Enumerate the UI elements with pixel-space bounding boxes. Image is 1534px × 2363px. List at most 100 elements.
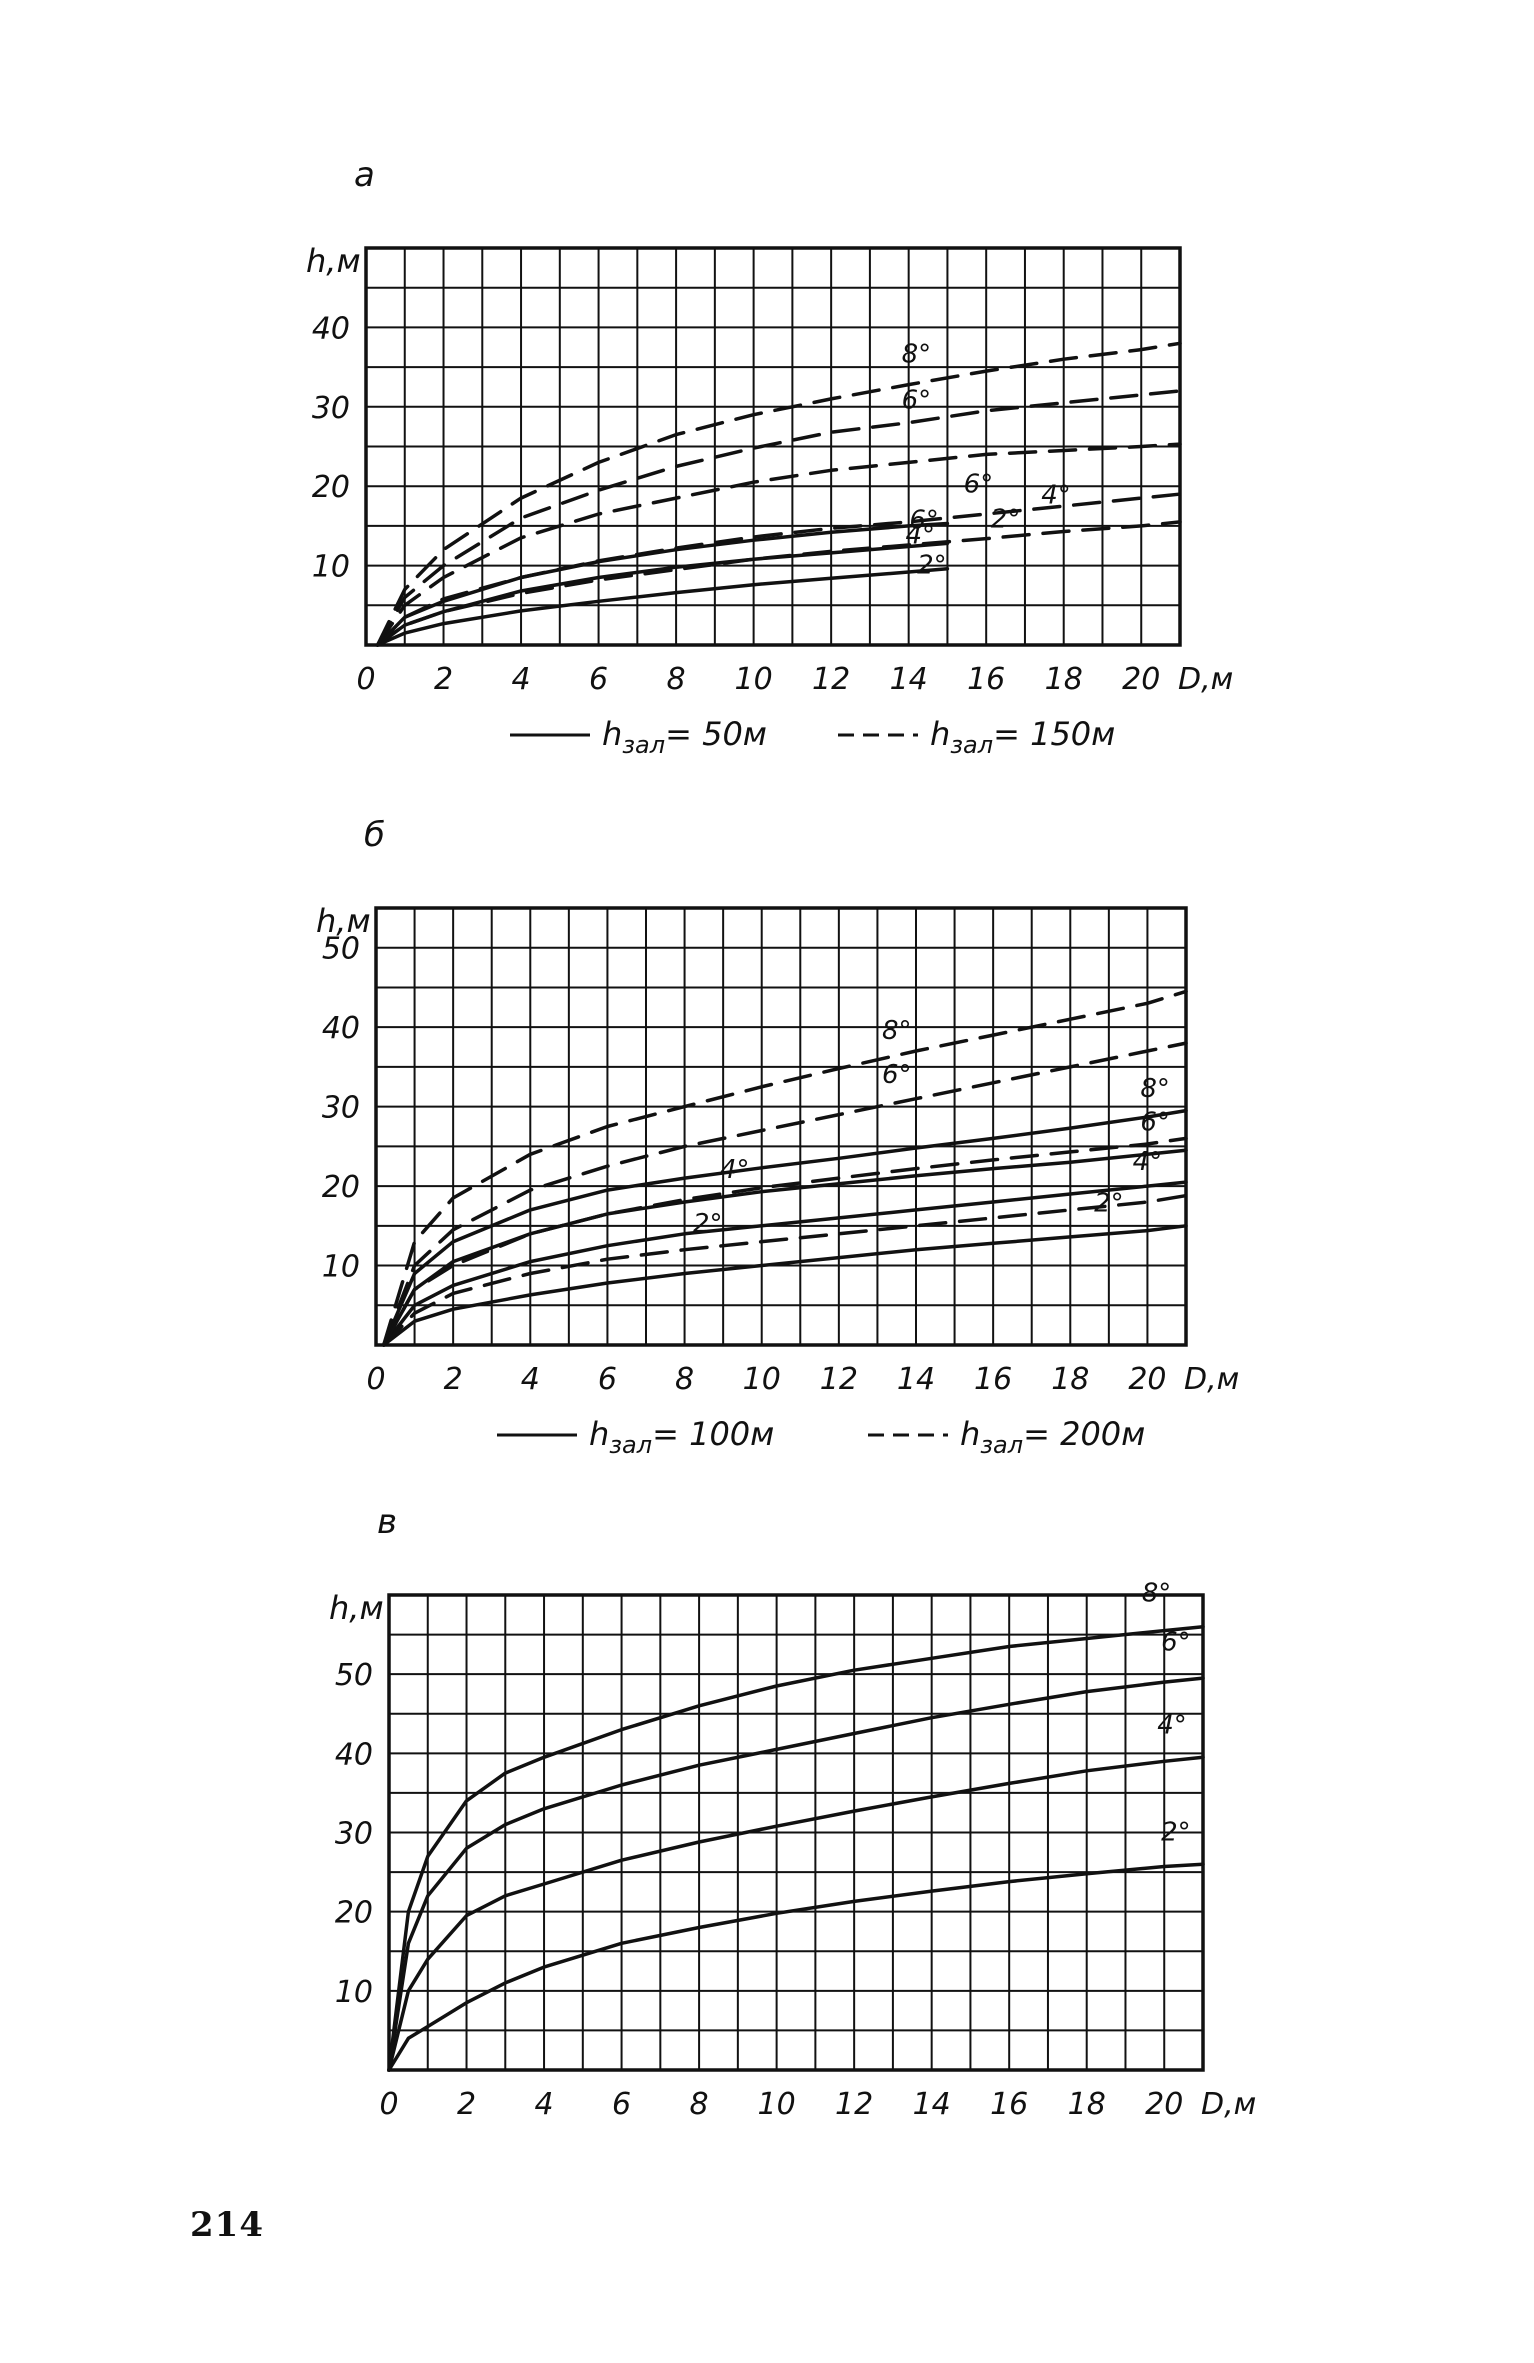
x-tick-label: 20 [1122,662,1160,697]
legend-label: hзал= 200м [960,1415,1145,1459]
x-tick-label: 12 [812,662,850,697]
x-tick-label: 0 [366,1362,385,1397]
series-line-solid [375,521,950,647]
legend-symbol: h [589,1415,609,1453]
x-tick-label: 2 [444,1362,463,1397]
series-line-dashed [375,520,1182,647]
x-tick-label: 2 [457,2087,476,2122]
series-label: 6° [1140,1107,1170,1137]
series-line-solid [381,1224,1188,1347]
x-tick-label: 14 [890,662,928,697]
panel-label: б [364,815,385,855]
series-label: 8° [1142,1578,1172,1608]
legend-symbol: h [602,715,622,753]
x-tick-label: 6 [589,662,608,697]
legend-label: hзал= 150м [930,715,1115,759]
x-tick-label: 2 [434,662,453,697]
x-tick-label: 8 [667,662,686,697]
x-tick-label: 8 [690,2087,709,2122]
legend-value: = 50м [665,715,767,753]
series-line-solid [387,1862,1205,2072]
x-tick-label: 4 [535,2087,554,2122]
plot-frame [387,1593,1205,2072]
y-tick-label: 10 [312,550,350,585]
x-tick-label: 10 [758,2087,796,2122]
y-tick-label: 30 [312,391,350,426]
legend-subscript: зал [980,1431,1023,1459]
legend-subscript: зал [950,731,993,759]
x-tick-label: 0 [356,662,375,697]
y-axis-label: h,м [329,1589,384,1627]
y-tick-label: 50 [335,1658,373,1693]
y-tick-label: 40 [335,1737,373,1772]
series-line-solid [387,1676,1205,2072]
series-line-dashed [381,989,1188,1347]
x-tick-label: 18 [1045,662,1083,697]
y-axis-label: h,м [316,902,371,940]
series-line-dashed [381,1136,1188,1347]
series-line-dashed [375,341,1182,647]
series-label: 2° [693,1209,723,1239]
series-label: 2° [917,551,947,581]
series-line-solid [387,1755,1205,2072]
chart-panel-0: а h,м 0 2 4 6 8 10 12 14 16 18 20 D,м 10 20 30 40 2° 4° 6° 2°… [306,155,1233,759]
x-tick-label: 16 [967,662,1005,697]
series-line-solid [375,567,950,647]
x-axis-label: D,м [1201,2087,1256,2122]
y-tick-label: 30 [322,1091,360,1126]
panel-label: в [377,1502,397,1542]
x-tick-label: 20 [1128,1362,1166,1397]
legend-label: hзал= 50м [602,715,767,759]
series-line-dashed [375,492,1182,647]
series-label: 8° [1140,1074,1170,1104]
x-tick-label: 14 [897,1362,935,1397]
x-tick-label: 10 [743,1362,781,1397]
x-tick-label: 12 [835,2087,873,2122]
x-tick-label: 16 [990,2087,1028,2122]
x-tick-label: 12 [820,1362,858,1397]
legend-subscript: зал [622,731,665,759]
series-line-solid [381,1108,1188,1347]
x-tick-label: 0 [379,2087,398,2122]
legend-item-solid: hзал= 100м [497,1415,774,1459]
x-tick-label: 8 [675,1362,694,1397]
y-tick-label: 20 [312,470,350,505]
legend-symbol: h [930,715,950,753]
series-line-solid [387,1624,1205,2072]
y-axis-label: h,м [306,242,361,280]
series-label: 6° [1161,1627,1191,1657]
series-label: 4° [1041,481,1071,511]
x-tick-label: 20 [1145,2087,1183,2122]
series-label: 6° [882,1060,912,1090]
series-label: 2° [1161,1817,1191,1847]
series-line-dashed [375,442,1182,647]
legend-subscript: зал [609,1431,652,1459]
chart-panel-1: б h,м 0 2 4 6 8 10 12 14 16 18 20 D,м 10 20 30 40 50 2° 4° 6°… [316,815,1239,1459]
x-tick-label: 6 [612,2087,631,2122]
y-tick-label: 40 [312,311,350,346]
x-tick-label: 18 [1068,2087,1106,2122]
series-line-dashed [381,1193,1188,1347]
legend-symbol: h [960,1415,980,1453]
legend-value: = 100м [652,1415,774,1453]
y-tick-label: 10 [335,1975,373,2010]
x-tick-label: 4 [521,1362,540,1397]
x-tick-label: 6 [598,1362,617,1397]
series-line-dashed [375,389,1182,647]
grid [388,1594,1204,2071]
legend-item-dashed: hзал= 150м [838,715,1115,759]
legend-value: = 200м [1023,1415,1145,1453]
series-label: 8° [902,339,932,369]
plot-frame [364,246,1182,647]
y-tick-label: 10 [322,1250,360,1285]
x-tick-label: 10 [735,662,773,697]
x-axis-label: D,м [1178,662,1233,697]
x-tick-label: 16 [974,1362,1012,1397]
plot-frame [374,906,1188,1347]
x-tick-label: 4 [512,662,531,697]
series-label: 6° [964,470,994,500]
series-line-solid [381,1180,1188,1347]
series-label: 6° [902,385,932,415]
y-tick-label: 30 [335,1817,373,1852]
